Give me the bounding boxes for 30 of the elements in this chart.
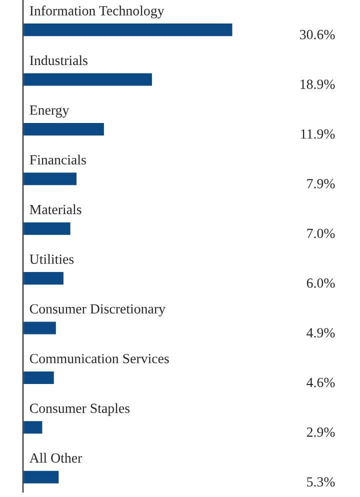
- bar: [23, 122, 106, 137]
- data-label: 11.9%: [301, 129, 335, 139]
- bar: [23, 22, 234, 38]
- data-label: 6.0%: [306, 278, 335, 288]
- data-label: 7.9%: [307, 178, 335, 188]
- data-label: 30.6%: [300, 30, 335, 40]
- bar: [23, 72, 154, 88]
- y-tick-label: Consumer Discretionary: [30, 304, 166, 316]
- bar: [23, 220, 72, 236]
- y-tick-label: Utilities: [30, 254, 74, 264]
- y-tick-label: Materials: [30, 204, 82, 214]
- bar: [23, 171, 78, 187]
- data-label: 2.9%: [306, 427, 335, 437]
- data-label: 5.3%: [307, 477, 335, 487]
- bar: [23, 370, 56, 386]
- y-tick-label: Information Technology: [30, 6, 164, 18]
- y-tick-label: Communication Services: [30, 354, 169, 364]
- bar: [23, 420, 44, 436]
- y-tick-label: Energy: [30, 106, 70, 118]
- bar: [23, 270, 65, 286]
- data-label: 4.6%: [306, 378, 335, 388]
- y-tick-label: Consumer Staples: [30, 403, 130, 416]
- y-tick-label: Industrials: [30, 55, 88, 66]
- data-label: 4.9%: [306, 328, 335, 338]
- data-label: 7.0%: [307, 228, 335, 238]
- bar: [23, 320, 58, 336]
- bar: [23, 469, 60, 485]
- y-tick-label: All Other: [29, 452, 82, 463]
- data-label: 18.9%: [300, 80, 335, 90]
- y-tick-label: Financials: [30, 154, 86, 165]
